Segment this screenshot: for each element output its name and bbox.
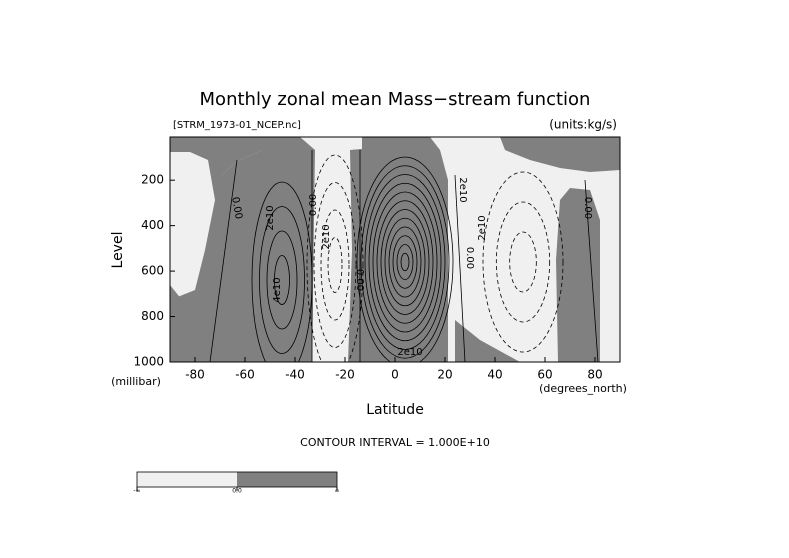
positive-area (362, 137, 448, 362)
positive-area (222, 137, 315, 362)
subtitle-left: [STRM_1973-01_NCEP.nc] (173, 120, 301, 131)
negative-contour (482, 171, 564, 353)
contour-label: 2e10 (457, 177, 468, 202)
positive-contour (259, 206, 305, 354)
colorbar-label: ∞ (335, 488, 340, 495)
positive-contour (266, 230, 298, 330)
contour-label: 0.00 (354, 269, 365, 291)
x-tick-label: -40 (285, 368, 305, 382)
x-tick-label: -20 (335, 368, 355, 382)
positive-area (170, 137, 262, 362)
colorbar-label: -∞ (133, 488, 140, 495)
positive-contour (368, 182, 442, 342)
positive-area (500, 137, 620, 172)
x-tick-label: 0 (391, 368, 399, 382)
zero-contour (454, 174, 466, 362)
x-tick-label: 40 (487, 368, 502, 382)
negative-contour (495, 201, 551, 323)
negative-contour (327, 237, 343, 293)
contour-label: 2e10 (265, 205, 276, 230)
contour-label: 0.00 (229, 196, 244, 220)
positive-area (455, 320, 520, 362)
contour-label: 0.00 (582, 197, 593, 219)
negative-contour (306, 154, 364, 362)
chart-title: Monthly zonal mean Mass−stream function (200, 89, 591, 110)
contour-label: 4e10 (272, 277, 283, 302)
positive-contour (274, 255, 290, 305)
x-tick-label: -80 (185, 368, 205, 382)
contour-label: 0.00 (308, 194, 319, 216)
x-tick-label: 80 (587, 368, 602, 382)
contour-label: 2e10 (321, 224, 332, 249)
colorbar: -∞ 0.0 ∞ (133, 471, 340, 495)
y-axis-label: Level (110, 232, 126, 269)
negative-contour (313, 182, 357, 348)
positive-contour (364, 174, 446, 350)
positive-contour (388, 226, 422, 298)
positive-contour (360, 165, 450, 359)
positive-area (170, 285, 200, 362)
colorbar-positive (237, 472, 337, 487)
contour-note: CONTOUR INTERVAL = 1.000E+10 (300, 436, 490, 449)
positive-contour (400, 252, 410, 272)
positive-contour (380, 209, 430, 315)
zero-contour (209, 159, 238, 362)
positive-contour (392, 235, 418, 289)
y-tick-label: 1000 (133, 355, 164, 369)
x-tick-label: -60 (235, 368, 255, 382)
subtitle-right: (units:kg/s) (549, 118, 617, 132)
zero-contour (584, 179, 599, 362)
y-tick-label: 400 (141, 218, 164, 232)
x-unit: (degrees_north) (539, 382, 627, 395)
contour-label: 2e10 (397, 347, 422, 358)
negative-contour (320, 209, 350, 321)
y-tick-label: 800 (141, 309, 164, 323)
y-tick-label: 200 (141, 173, 164, 187)
x-tick-label: 20 (437, 368, 452, 382)
positive-contour (372, 191, 438, 333)
colorbar-label: 0.0 (232, 488, 242, 495)
positive-contour (396, 244, 414, 280)
positive-contour (384, 217, 426, 307)
positive-contour (356, 156, 454, 362)
contour-label: 0.00 (464, 247, 475, 269)
y-unit: (millibar) (111, 375, 161, 388)
colorbar-negative (137, 472, 237, 487)
x-axis-label: Latitude (366, 402, 424, 418)
negative-contour (509, 231, 537, 293)
positive-contour (376, 200, 434, 324)
x-tick-label: 60 (537, 368, 552, 382)
contour-field (170, 137, 620, 362)
y-tick-label: 600 (141, 264, 164, 278)
contour-label: 2e10 (477, 215, 488, 240)
